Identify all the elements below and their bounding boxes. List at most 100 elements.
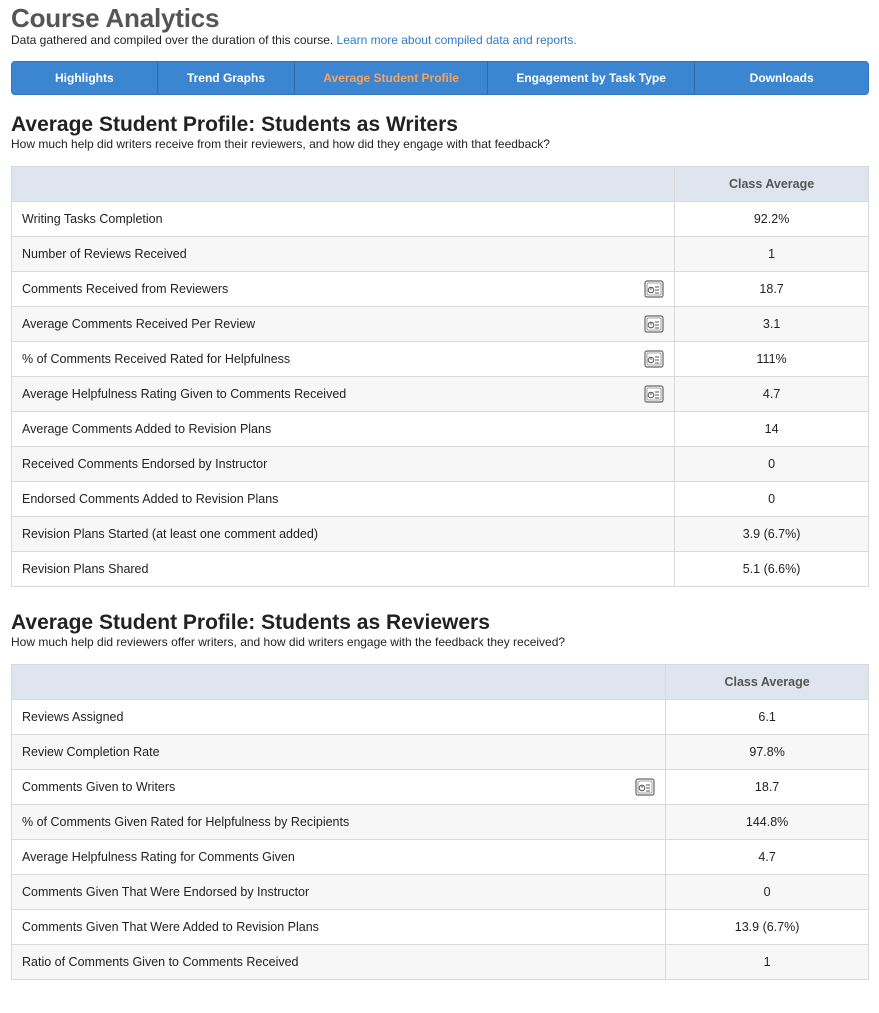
- row-label: Average Helpfulness Rating Given to Comm…: [10, 376, 676, 412]
- row-value: 0: [674, 446, 869, 482]
- table-row: Comments Given That Were Endorsed by Ins…: [10, 874, 869, 910]
- table-row: Writing Tasks Completion 92.2%: [10, 201, 869, 237]
- report-icon[interactable]: [644, 350, 664, 368]
- row-label: Endorsed Comments Added to Revision Plan…: [10, 481, 676, 517]
- report-icon[interactable]: [644, 315, 664, 333]
- row-label-text: Average Helpfulness Rating for Comments …: [22, 850, 295, 864]
- row-label-text: Writing Tasks Completion: [22, 212, 163, 226]
- row-value: 14: [674, 411, 869, 447]
- table-row: Comments Given That Were Added to Revisi…: [10, 909, 869, 945]
- page-title: Course Analytics: [11, 3, 220, 33]
- table-header-row: Class Average: [10, 166, 869, 202]
- table-row: Comments Received from Reviewers 18.7: [10, 271, 869, 307]
- row-label-text: % of Comments Received Rated for Helpful…: [22, 352, 291, 366]
- writers-table-body: Writing Tasks Completion 92.2% Number of R…: [10, 201, 869, 587]
- row-label-text: Received Comments Endorsed by Instructor: [22, 457, 268, 471]
- row-value: 0: [674, 481, 869, 517]
- tab-downloads[interactable]: Downloads: [749, 71, 814, 85]
- class-average-header: Class Average: [674, 166, 869, 202]
- row-label-text: Comments Received from Reviewers: [22, 282, 229, 296]
- reviewers-table-body: Reviews Assigned 6.1 Review Completion Rat…: [10, 699, 869, 980]
- reviewers-table: Class Average Reviews Assigned 6.1 Review …: [10, 664, 869, 980]
- row-label-text: Reviews Assigned: [22, 710, 124, 724]
- table-row: Comments Given to Writers 18.7: [10, 769, 869, 805]
- page: Course Analytics Data gathered and compi…: [10, 3, 869, 980]
- row-value: 5.1 (6.6%): [674, 551, 869, 587]
- row-label: Number of Reviews Received: [10, 236, 676, 272]
- writers-section: Average Student Profile: Students as Wri…: [10, 113, 869, 587]
- writers-section-title: Average Student Profile: Students as Wri…: [11, 113, 458, 136]
- row-label-text: Average Comments Received Per Review: [22, 317, 256, 331]
- row-label-text: Number of Reviews Received: [22, 247, 187, 261]
- writers-table: Class Average Writing Tasks Completion 92…: [10, 166, 869, 587]
- table-row: Reviews Assigned 6.1: [10, 699, 869, 735]
- row-value: 3.1: [674, 306, 869, 342]
- learn-more-link[interactable]: Learn more about compiled data and repor…: [336, 33, 577, 47]
- label-column-header: [10, 166, 676, 202]
- row-label: Comments Given That Were Added to Revisi…: [10, 909, 667, 945]
- table-row: Endorsed Comments Added to Revision Plan…: [10, 481, 869, 517]
- row-label: Comments Given to Writers: [10, 769, 667, 805]
- row-label-text: Average Comments Added to Revision Plans: [22, 422, 272, 436]
- row-value: 97.8%: [665, 734, 869, 770]
- table-row: Review Completion Rate 97.8%: [10, 734, 869, 770]
- tab-trend-graphs[interactable]: Trend Graphs: [158, 62, 296, 94]
- row-value: 92.2%: [674, 201, 869, 237]
- page-subtitle-text: Data gathered and compiled over the dura…: [11, 33, 334, 47]
- writers-section-subtitle: How much help did writers receive from t…: [11, 137, 550, 151]
- row-label-text: Revision Plans Started (at least one com…: [22, 527, 318, 541]
- table-row: Ratio of Comments Given to Comments Rece…: [10, 944, 869, 980]
- row-label-text: Comments Given That Were Added to Revisi…: [22, 920, 319, 934]
- report-icon[interactable]: [644, 280, 664, 298]
- row-label-text: % of Comments Given Rated for Helpfulnes…: [22, 815, 350, 829]
- row-value: 1: [665, 944, 869, 980]
- row-value: 6.1: [665, 699, 869, 735]
- row-label-text: Revision Plans Shared: [22, 562, 149, 576]
- page-subtitle: Data gathered and compiled over the dura…: [11, 33, 869, 48]
- row-value: 0: [665, 874, 869, 910]
- class-average-header: Class Average: [665, 664, 869, 700]
- row-value: 3.9 (6.7%): [674, 516, 869, 552]
- label-column-header: [10, 664, 667, 700]
- row-value: 13.9 (6.7%): [665, 909, 869, 945]
- tab-highlights[interactable]: Highlights: [12, 62, 158, 94]
- row-label-text: Endorsed Comments Added to Revision Plan…: [22, 492, 279, 506]
- table-row: Received Comments Endorsed by Instructor…: [10, 446, 869, 482]
- tab-average-student-profile[interactable]: Average Student Profile: [295, 62, 488, 94]
- report-icon[interactable]: [644, 385, 664, 403]
- table-row: % of Comments Received Rated for Helpful…: [10, 341, 869, 377]
- table-header-row: Class Average: [10, 664, 869, 700]
- row-label: Revision Plans Shared: [10, 551, 676, 587]
- row-value: 1: [674, 236, 869, 272]
- row-label-text: Comments Given to Writers: [22, 780, 176, 794]
- table-row: Number of Reviews Received 1: [10, 236, 869, 272]
- reviewers-section: Average Student Profile: Students as Rev…: [10, 611, 869, 980]
- tab-engagement-by-task-type[interactable]: Engagement by Task Type: [488, 62, 696, 94]
- row-label: Revision Plans Started (at least one com…: [10, 516, 676, 552]
- row-value: 4.7: [665, 839, 869, 875]
- row-label-text: Average Helpfulness Rating Given to Comm…: [22, 387, 347, 401]
- row-value: 18.7: [665, 769, 869, 805]
- table-row: Average Helpfulness Rating Given to Comm…: [10, 376, 869, 412]
- report-icon[interactable]: [635, 778, 655, 796]
- row-label: Review Completion Rate: [10, 734, 667, 770]
- tab-bar: Highlights Trend Graphs Average Student …: [11, 61, 869, 95]
- table-row: Average Comments Added to Revision Plans…: [10, 411, 869, 447]
- table-row: % of Comments Given Rated for Helpfulnes…: [10, 804, 869, 840]
- row-label: Comments Given That Were Endorsed by Ins…: [10, 874, 667, 910]
- table-row: Average Helpfulness Rating for Comments …: [10, 839, 869, 875]
- row-label: % of Comments Given Rated for Helpfulnes…: [10, 804, 667, 840]
- row-label-text: Ratio of Comments Given to Comments Rece…: [22, 955, 299, 969]
- table-row: Revision Plans Shared 5.1 (6.6%): [10, 551, 869, 587]
- row-value: 4.7: [674, 376, 869, 412]
- row-label: Average Comments Received Per Review: [10, 306, 676, 342]
- reviewers-section-title: Average Student Profile: Students as Rev…: [11, 611, 490, 634]
- row-label: % of Comments Received Rated for Helpful…: [10, 341, 676, 377]
- table-row: Revision Plans Started (at least one com…: [10, 516, 869, 552]
- row-label: Comments Received from Reviewers: [10, 271, 676, 307]
- row-label: Reviews Assigned: [10, 699, 667, 735]
- reviewers-section-subtitle: How much help did reviewers offer writer…: [11, 635, 566, 649]
- row-label-text: Review Completion Rate: [22, 745, 160, 759]
- row-value: 111%: [674, 341, 869, 377]
- row-value: 18.7: [674, 271, 869, 307]
